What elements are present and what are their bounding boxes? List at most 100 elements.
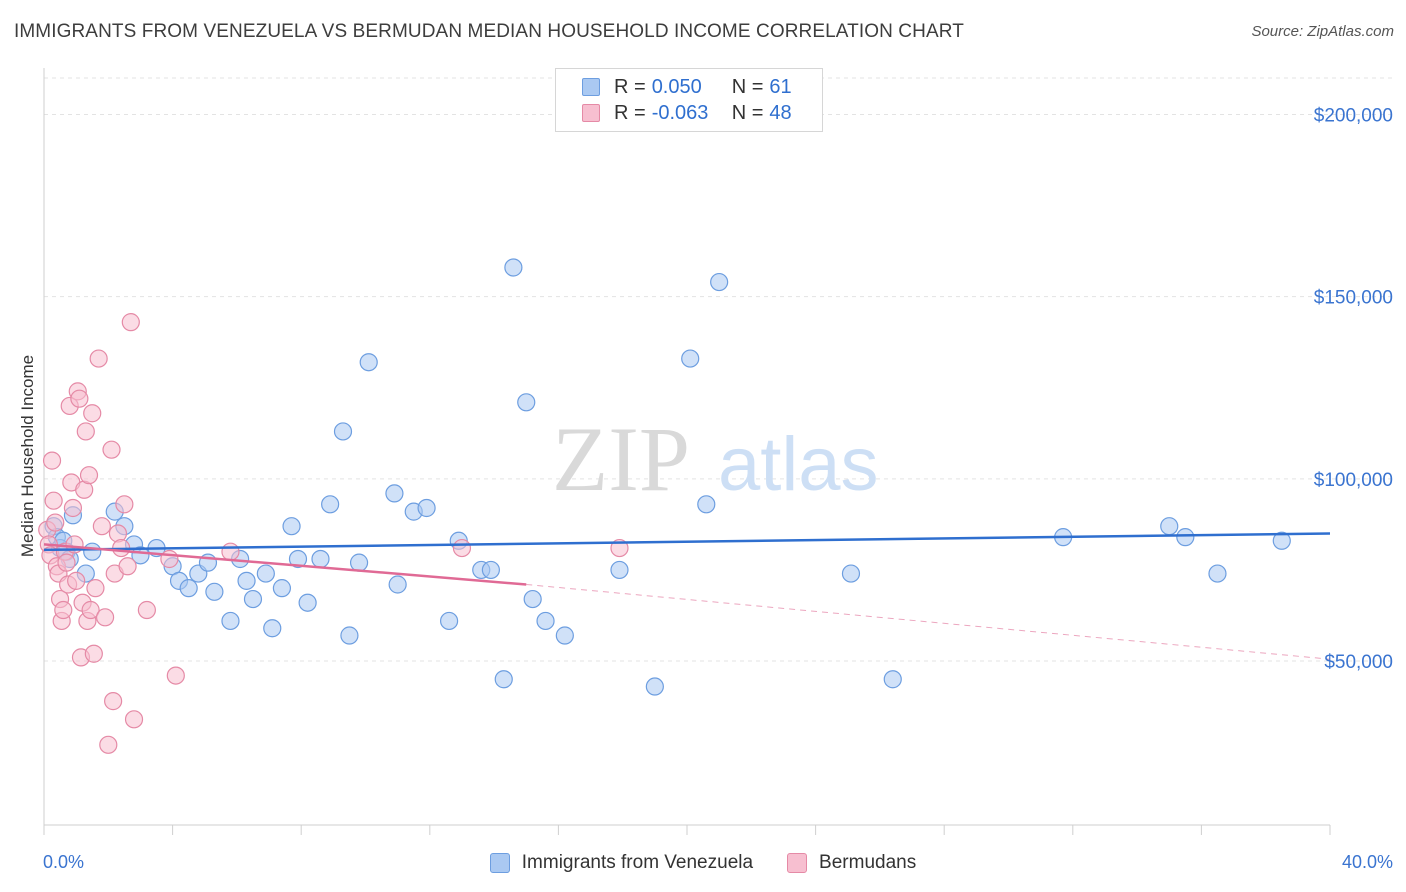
point-bermudans: [76, 422, 95, 441]
point-bermudans: [160, 549, 179, 569]
point-venezuela: [388, 575, 407, 594]
point-venezuela: [321, 495, 340, 514]
point-bermudans: [92, 517, 111, 536]
legend-row-venezuela: R = 0.050 N = 61: [582, 74, 792, 100]
point-venezuela: [883, 670, 902, 689]
point-venezuela: [359, 353, 378, 372]
series-legend: Immigrants from Venezuela Bermudans: [0, 852, 1406, 874]
point-venezuela: [1160, 517, 1179, 536]
points: [38, 258, 1291, 754]
point-venezuela: [610, 560, 629, 580]
chart-title: IMMIGRANTS FROM VENEZUELA VS BERMUDAN ME…: [14, 21, 964, 42]
y-tick-labels: $50,000 $100,000 $150,000 $200,000: [1314, 105, 1393, 673]
point-venezuela: [282, 517, 301, 536]
point-venezuela: [298, 593, 317, 612]
x-tick-label-min: 0.0%: [43, 852, 85, 872]
point-bermudans: [79, 466, 99, 485]
point-venezuela: [710, 272, 729, 292]
legend-swatch-venezuela: [582, 78, 600, 96]
point-bermudans: [70, 389, 89, 408]
point-bermudans: [221, 542, 240, 561]
point-bermudans: [89, 349, 108, 368]
point-venezuela: [517, 393, 536, 412]
y-tick-label: $200,000: [1314, 105, 1393, 126]
point-bermudans: [104, 692, 123, 711]
point-venezuela: [340, 626, 359, 645]
point-venezuela: [494, 670, 513, 689]
point-venezuela: [237, 571, 256, 590]
point-bermudans: [452, 538, 472, 558]
series-label: Immigrants from Venezuela: [521, 852, 754, 873]
point-venezuela: [385, 484, 404, 503]
point-bermudans: [124, 710, 144, 729]
point-venezuela: [83, 542, 102, 561]
legend-n-label: N =: [731, 75, 764, 98]
legend-n-value: 48: [769, 101, 792, 124]
point-venezuela: [221, 611, 240, 631]
stats-legend: R = 0.050 N = 61 R = -0.063 N = 48: [555, 68, 823, 132]
point-venezuela: [555, 626, 574, 645]
series-legend-bermudans: Bermudans: [787, 852, 916, 874]
point-venezuela: [523, 589, 542, 609]
legend-n-label: N =: [731, 101, 764, 124]
point-venezuela: [263, 619, 282, 638]
point-bermudans: [115, 495, 134, 514]
point-venezuela: [272, 579, 292, 598]
series-swatch-bermudans: [787, 853, 808, 873]
point-bermudans: [137, 600, 156, 620]
point-venezuela: [333, 422, 353, 441]
watermark-atlas: atlas: [718, 422, 879, 507]
point-venezuela: [504, 258, 523, 277]
trend-bermudans-extension: [526, 584, 1331, 660]
point-bermudans: [42, 451, 62, 470]
point-bermudans: [46, 513, 65, 532]
point-bermudans: [121, 313, 140, 332]
series-label: Bermudans: [819, 852, 917, 873]
point-bermudans: [118, 557, 137, 576]
point-bermudans: [54, 600, 73, 620]
point-venezuela: [349, 553, 369, 572]
point-bermudans: [83, 404, 102, 423]
point-bermudans: [57, 553, 76, 572]
point-bermudans: [67, 571, 86, 590]
legend-row-bermudans: R = -0.063 N = 48: [582, 100, 792, 126]
point-venezuela: [536, 611, 555, 631]
point-bermudans: [99, 735, 118, 754]
trend-venezuela: [43, 532, 1331, 552]
y-tick-label: $100,000: [1314, 470, 1393, 491]
trend-lines: [43, 532, 1331, 660]
point-venezuela: [481, 560, 500, 580]
point-venezuela: [1272, 531, 1291, 550]
point-venezuela: [311, 549, 330, 569]
point-venezuela: [697, 495, 716, 514]
point-bermudans: [95, 608, 115, 627]
point-venezuela: [681, 349, 700, 368]
point-venezuela: [205, 582, 224, 601]
y-tick-label: $50,000: [1324, 652, 1393, 673]
point-bermudans: [166, 666, 185, 685]
point-venezuela: [1208, 564, 1227, 583]
point-venezuela: [439, 611, 459, 631]
watermark: ZIP atlas: [552, 408, 879, 510]
legend-r-label: R =: [614, 101, 646, 124]
legend-r-value: 0.050: [651, 75, 702, 98]
axes: [43, 68, 1331, 835]
point-venezuela: [256, 564, 275, 583]
source-note: Source: ZipAtlas.com: [1251, 23, 1394, 40]
point-venezuela: [417, 498, 436, 518]
trend-bermudans: [43, 543, 527, 586]
point-bermudans: [84, 644, 103, 663]
point-venezuela: [645, 677, 664, 696]
point-venezuela: [841, 564, 861, 583]
legend-swatch-bermudans: [582, 104, 600, 122]
point-venezuela: [243, 589, 263, 609]
point-venezuela: [1176, 528, 1195, 547]
x-tick-label-max: 40.0%: [1341, 852, 1393, 872]
watermark-zip: ZIP: [552, 408, 690, 510]
point-bermudans: [86, 579, 105, 598]
point-venezuela: [179, 579, 198, 598]
legend-r-label: R =: [614, 75, 646, 98]
point-bermudans: [63, 498, 83, 518]
point-venezuela: [288, 549, 308, 569]
